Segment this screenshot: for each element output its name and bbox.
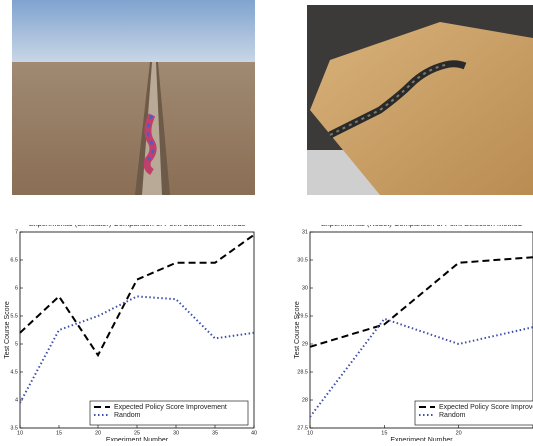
y-tick-label: 4: [15, 397, 18, 403]
robot-photo: [307, 5, 533, 195]
simulation-image: [12, 0, 255, 195]
y-tick-label: 5.5: [10, 313, 18, 319]
legend-label: Expected Policy Score Improvement: [114, 404, 227, 411]
chart: Experimental (Robot) Comparison of Point…: [294, 219, 533, 441]
plot-frame: [310, 232, 533, 428]
data-line: [20, 235, 254, 355]
y-axis-label: Test Course Score: [294, 301, 301, 359]
y-tick-label: 28.5: [297, 369, 308, 375]
plot-frame: [20, 232, 254, 428]
x-tick-label: 20: [456, 430, 462, 436]
y-tick-label: 28: [302, 397, 308, 403]
y-tick-label: 6: [15, 285, 18, 291]
data-line: [20, 296, 254, 402]
x-axis-label: Experiment Number: [106, 437, 169, 441]
x-axis-label: Experiment Number: [390, 437, 453, 441]
x-tick-label: 15: [56, 430, 62, 436]
x-tick-label: 25: [134, 430, 140, 436]
y-tick-label: 27.5: [297, 425, 308, 431]
figure: Experimental (Simulator) Comparison of P…: [0, 0, 533, 441]
legend-label: Random: [439, 412, 466, 419]
y-tick-label: 7: [15, 229, 18, 235]
legend-label: Expected Policy Score Improvement: [439, 404, 533, 411]
chart-title: Experimental (Simulator) Comparison of P…: [29, 219, 246, 228]
x-tick-label: 15: [381, 430, 387, 436]
chart: Experimental (Simulator) Comparison of P…: [4, 219, 257, 441]
y-tick-label: 6.5: [10, 257, 18, 263]
y-tick-label: 30: [302, 285, 308, 291]
x-tick-label: 40: [251, 430, 257, 436]
x-tick-label: 30: [173, 430, 179, 436]
x-tick-label: 35: [212, 430, 218, 436]
y-tick-label: 30.5: [297, 257, 308, 263]
legend-label: Random: [114, 412, 141, 419]
y-tick-label: 3.5: [10, 425, 18, 431]
y-tick-label: 4.5: [10, 369, 18, 375]
y-axis-label: Test Course Score: [4, 301, 11, 359]
y-tick-label: 31: [302, 229, 308, 235]
data-line: [310, 257, 533, 347]
y-tick-label: 5: [15, 341, 18, 347]
page: {"chart_data": [ {"type": "line", "title…: [0, 0, 533, 441]
x-tick-label: 20: [95, 430, 101, 436]
chart-title: Experimental (Robot) Comparison of Point…: [321, 219, 522, 228]
y-tick-label: 29: [302, 341, 308, 347]
